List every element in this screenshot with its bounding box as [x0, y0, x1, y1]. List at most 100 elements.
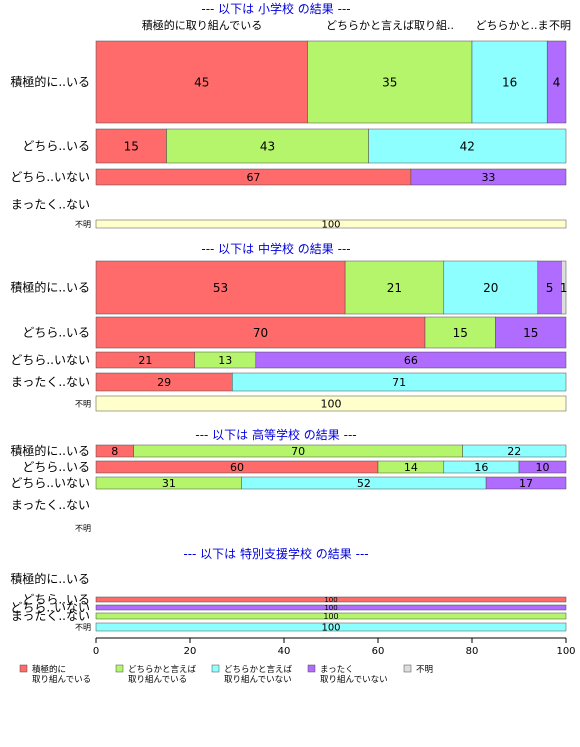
data-label: 10 [536, 461, 550, 474]
bar-segment [561, 260, 567, 315]
chart-panels: 積極的に取り組んでいる どちらかと言えば取り組.. どちらかと..ま 不明--- 以下… [10, 1, 571, 634]
legend-label: 取り組んでいない [224, 674, 292, 685]
bar-segment [95, 622, 567, 632]
legend-label: どちらかと言えば [128, 664, 197, 675]
data-label: 15 [453, 326, 468, 340]
panel-title: --- 以下は 高等学校 の結果 --- [195, 427, 356, 442]
bar-segment [344, 260, 445, 315]
bar-segment [95, 40, 308, 124]
data-label: 71 [392, 376, 406, 389]
x-tick-label: 60 [372, 646, 385, 657]
panel-1: --- 以下は 小学校 の結果 --- 積極的に..いる 45 35 16 4 どちら..い… [10, 1, 567, 231]
category-label: どちら..いる [22, 326, 90, 340]
legend-label: まったく [320, 665, 354, 675]
bar-segment [368, 128, 567, 164]
legend-label: 取り組んでいる [32, 674, 91, 685]
x-tick-label: 80 [466, 646, 479, 657]
bar-segment [95, 395, 567, 412]
bar-segment [410, 168, 567, 186]
legend-label: 積極的に [32, 664, 66, 675]
data-label: 53 [213, 281, 228, 295]
legend-label: 取り組んでいる [128, 674, 187, 685]
panel-title: --- 以下は 小学校 の結果 --- [201, 1, 350, 16]
bar-segment [95, 219, 567, 229]
data-label: 100 [321, 397, 342, 410]
data-label: 52 [357, 477, 371, 490]
category-label: どちら..いる [22, 460, 90, 474]
data-label: 70 [291, 445, 305, 458]
category-label: どちら..いる [22, 139, 90, 153]
data-label: 16 [474, 461, 488, 474]
data-label: 100 [324, 604, 337, 612]
bar-segment [95, 316, 426, 349]
legend-item: 不明 [403, 664, 433, 675]
category-label: 不明 [75, 524, 91, 533]
data-label: 43 [260, 139, 275, 153]
data-label: 100 [321, 220, 340, 231]
bar-segment [462, 444, 567, 458]
bar-segment [232, 372, 567, 392]
data-label: 100 [323, 612, 338, 621]
legend-item: 積極的に取り組んでいる [19, 664, 91, 685]
data-label: 17 [519, 477, 533, 490]
bar-segment [485, 476, 567, 490]
legend-swatch [19, 664, 28, 673]
data-label: 15 [523, 326, 538, 340]
data-label: 22 [507, 445, 521, 458]
legend-swatch [307, 664, 316, 673]
category-label: まったく..ない [11, 375, 90, 389]
panel-2: --- 以下は 中学校 の結果 --- 積極的に..いる 53 21 20 5 1 どちら..… [10, 241, 567, 412]
bar-segment [95, 128, 167, 164]
legend-swatch [115, 664, 124, 673]
category-label: まったく..ない [11, 498, 90, 512]
bar-segment [495, 316, 567, 349]
column-header-label: どちらかと..ま [476, 19, 549, 32]
legend-label: どちらかと言えば [224, 664, 293, 675]
category-label: 不明 [75, 400, 91, 409]
legend-label: 不明 [416, 665, 433, 675]
panel-title: --- 以下は 中学校 の結果 --- [201, 241, 350, 256]
category-label: 積極的に..いる [10, 74, 90, 89]
data-label: 8 [111, 445, 118, 458]
panel-title: --- 以下は 特別支援学校 の結果 --- [183, 546, 368, 561]
category-label: 不明 [75, 623, 91, 632]
category-label: 積極的に..いる [10, 443, 90, 458]
data-label: 45 [194, 75, 209, 89]
data-label: 13 [218, 354, 232, 367]
data-label: 67 [246, 171, 260, 184]
column-header-label: 不明 [549, 19, 571, 32]
bar-segment [546, 40, 567, 124]
bar-segment [307, 40, 473, 124]
data-label: 14 [404, 461, 418, 474]
category-label: まったく..ない [11, 198, 90, 212]
category-label: どちら..いない [10, 170, 90, 184]
data-label: 33 [481, 171, 495, 184]
data-label: 35 [382, 75, 397, 89]
category-label: どちら..いる [22, 593, 90, 607]
category-label: 積極的に..いる [10, 280, 90, 295]
bar-segment [95, 260, 346, 315]
category-label: まったく..ない [11, 609, 90, 623]
data-label: 66 [404, 354, 418, 367]
x-tick-label: 100 [556, 646, 575, 657]
bar-segment [166, 128, 369, 164]
legend-swatch [403, 664, 412, 673]
bar-segment [443, 260, 539, 315]
category-label: 積極的に..いる [10, 571, 90, 586]
data-label: 31 [162, 477, 176, 490]
data-label: 70 [253, 326, 268, 340]
bar-segment [95, 596, 567, 603]
data-label: 29 [157, 376, 171, 389]
category-label: どちら..いない [10, 476, 90, 490]
category-label: 不明 [75, 220, 91, 229]
bar-segment [424, 316, 496, 349]
data-label: 4 [553, 75, 561, 89]
bar-segment [95, 604, 567, 611]
bar-segment [95, 612, 567, 620]
data-label: 15 [124, 139, 139, 153]
